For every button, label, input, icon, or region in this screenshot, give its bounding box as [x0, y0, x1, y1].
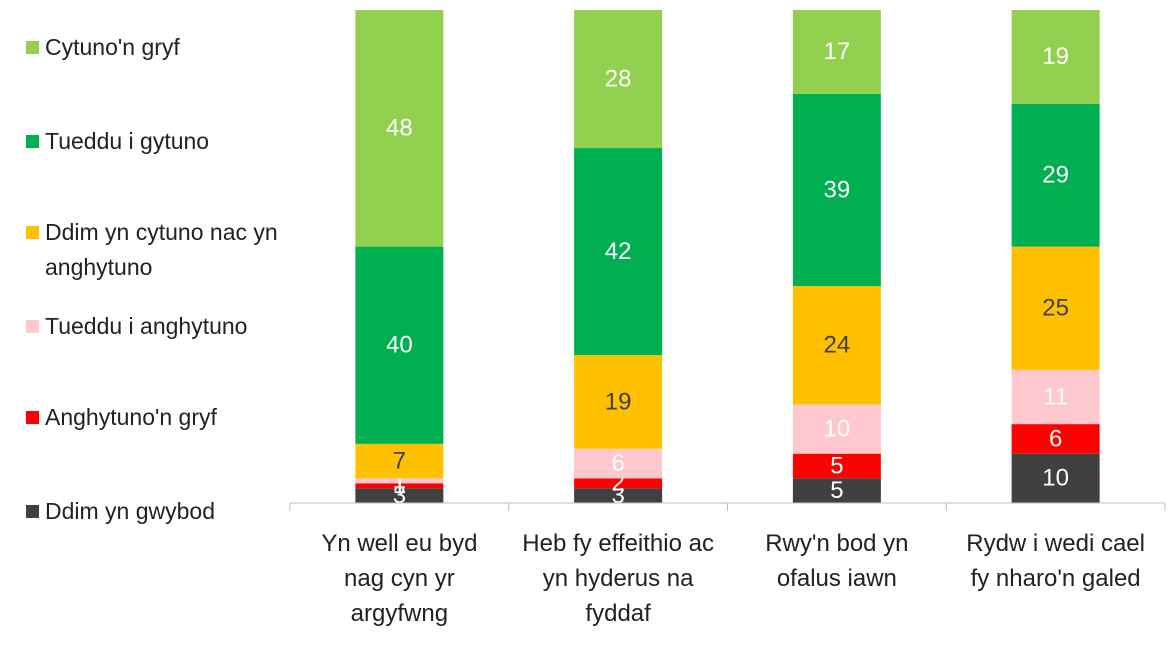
data-label: 6 — [1049, 425, 1062, 452]
bar-segment — [574, 355, 663, 449]
legend-label: Tueddu i anghytuno — [45, 313, 248, 339]
data-label: 5 — [830, 477, 843, 504]
legend-swatch — [26, 226, 39, 239]
data-label: 28 — [605, 65, 632, 92]
data-label: 48 — [386, 115, 413, 142]
legend-label: Cytuno'n gryf — [45, 34, 180, 60]
data-label: 3 — [611, 482, 624, 509]
bar-segment — [1011, 369, 1100, 425]
legend-label: Ddim yn gwybod — [45, 498, 216, 524]
legend-item: Ddim yn cytuno nac yn anghytuno — [26, 215, 316, 285]
legend-swatch — [26, 505, 39, 518]
legend-label: Ddim yn cytuno nac yn anghytuno — [45, 219, 278, 280]
bar-segment — [792, 93, 881, 287]
bar-segment — [574, 478, 663, 489]
bar-segment — [1011, 103, 1100, 247]
bar-segment — [792, 286, 881, 405]
data-label: 19 — [1042, 43, 1069, 70]
bar-segment — [355, 488, 444, 503]
bar-segment — [355, 478, 444, 484]
bar-segment — [355, 483, 444, 489]
legend-swatch — [26, 135, 39, 148]
x-tick-label: Rydw i wedi cael fy nharo'n galed — [966, 530, 1145, 592]
legend-swatch — [26, 41, 39, 54]
data-label: 42 — [605, 238, 632, 265]
data-label: 10 — [1042, 465, 1069, 492]
data-label: 7 — [393, 447, 406, 474]
data-label: 17 — [824, 38, 851, 65]
data-label: 5 — [830, 452, 843, 479]
data-label: 24 — [824, 332, 851, 359]
data-label: 19 — [605, 388, 632, 415]
bar-segment — [792, 10, 881, 94]
x-tick-label: Rwy'n bod yn ofalus iawn — [765, 530, 909, 592]
bar-segment — [1011, 424, 1100, 454]
legend-item: Tueddu i anghytuno — [26, 309, 316, 344]
legend-item: Ddim yn gwybod — [26, 494, 316, 529]
data-label: 39 — [824, 176, 851, 203]
bar-segment — [792, 478, 881, 503]
data-label: 11 — [1043, 383, 1068, 410]
bar-segment — [1011, 246, 1100, 370]
legend-swatch — [26, 411, 39, 424]
legend-item: Cytuno'n gryf — [26, 30, 316, 65]
legend-label: Anghytuno'n gryf — [45, 404, 217, 430]
bar-segment — [574, 10, 663, 149]
bar-segment — [574, 148, 663, 356]
bar-segment — [355, 246, 444, 444]
legend-label: Tueddu i gytuno — [45, 128, 210, 154]
bar-segment — [355, 10, 444, 247]
x-tick-label: Yn well eu byd nag cyn yr argyfwng — [321, 530, 478, 627]
data-label: 29 — [1042, 161, 1069, 188]
x-tick-label: Heb fy effeithio ac yn hyderus na fyddaf — [522, 530, 714, 627]
bar-segment — [1011, 10, 1100, 104]
legend-swatch — [26, 320, 39, 333]
bar-segment — [355, 443, 444, 479]
data-label: 40 — [386, 332, 413, 359]
bar-segment — [792, 404, 881, 454]
data-label: 25 — [1042, 295, 1069, 322]
bar-segment — [792, 453, 881, 479]
legend-item: Tueddu i gytuno — [26, 124, 316, 159]
legend-item: Anghytuno'n gryf — [26, 400, 316, 435]
bar-segment — [1011, 453, 1100, 503]
data-label: 6 — [611, 450, 624, 477]
bar-segment — [574, 448, 663, 479]
bar-segment — [574, 488, 663, 503]
data-label: 3 — [393, 482, 406, 509]
data-label: 10 — [824, 415, 851, 442]
